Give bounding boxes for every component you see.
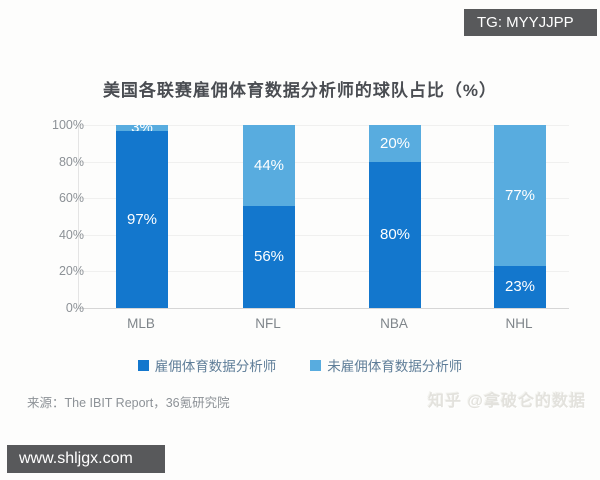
tg-contact-text: TG: MYYJJPP (477, 14, 574, 31)
gridline-100 (79, 125, 569, 126)
y-tick-label-20: 20% (58, 264, 84, 279)
gridline-20 (79, 271, 569, 273)
bar-mlb: 3% 97% (116, 120, 168, 308)
legend-swatch-employed (137, 359, 149, 371)
source-note: 来源：The IBIT Report，36氪研究院 (27, 396, 230, 410)
zhihu-watermark: 知乎 @拿破仑的数据 (427, 393, 586, 410)
bar-segment-employed-nfl: 56% (243, 205, 295, 308)
y-tick-label-40: 40% (58, 227, 84, 242)
legend-label-employed: 雇佣体育数据分析师 (154, 359, 277, 374)
y-tick-label-80: 80% (58, 154, 84, 169)
bar-segment-employed-nhl: 23% (494, 265, 546, 308)
bar-nhl: 77% 23% (494, 125, 546, 308)
gridline-60 (79, 198, 569, 200)
legend-swatch-not-employed (310, 359, 322, 371)
y-tick-label-100: 100% (52, 118, 84, 132)
bar-segment-not-employed-nfl: 44% (243, 125, 295, 206)
x-label-nhl: NHL (505, 316, 533, 331)
legend: 雇佣体育数据分析师 未雇佣体育数据分析师 (0, 355, 600, 375)
website-text: www.shljgx.com (19, 450, 133, 467)
y-tick-label-60: 60% (58, 191, 84, 206)
gridline-80 (79, 161, 569, 163)
legend-item-employed: 雇佣体育数据分析师 (137, 355, 277, 375)
plot-area: 3% 97% 44% 56% 20% 80% 77% 23% (78, 120, 569, 309)
bar-segment-not-employed-nba: 20% (369, 125, 421, 162)
bar-segment-employed-nba: 80% (369, 161, 421, 308)
legend-item-not-employed: 未雇佣体育数据分析师 (310, 355, 462, 375)
y-tick-label-0: 0% (65, 301, 84, 315)
tg-contact-badge: TG: MYYJJPP (464, 9, 597, 36)
chart-title: 美国各联赛雇佣体育数据分析师的球队占比（%） (102, 81, 498, 100)
x-label-nba: NBA (380, 316, 408, 331)
bar-segment-not-employed-nhl: 77% (494, 125, 546, 266)
bar-nba: 20% 80% (369, 125, 421, 308)
website-badge: www.shljgx.com (7, 445, 165, 473)
legend-label-not-employed: 未雇佣体育数据分析师 (327, 359, 463, 374)
bar-nfl: 44% 56% (243, 125, 295, 308)
bar-segment-employed-mlb: 97% (116, 130, 168, 308)
x-label-mlb: MLB (127, 316, 155, 331)
x-label-nfl: NFL (255, 316, 281, 331)
gridline-40 (79, 234, 569, 236)
